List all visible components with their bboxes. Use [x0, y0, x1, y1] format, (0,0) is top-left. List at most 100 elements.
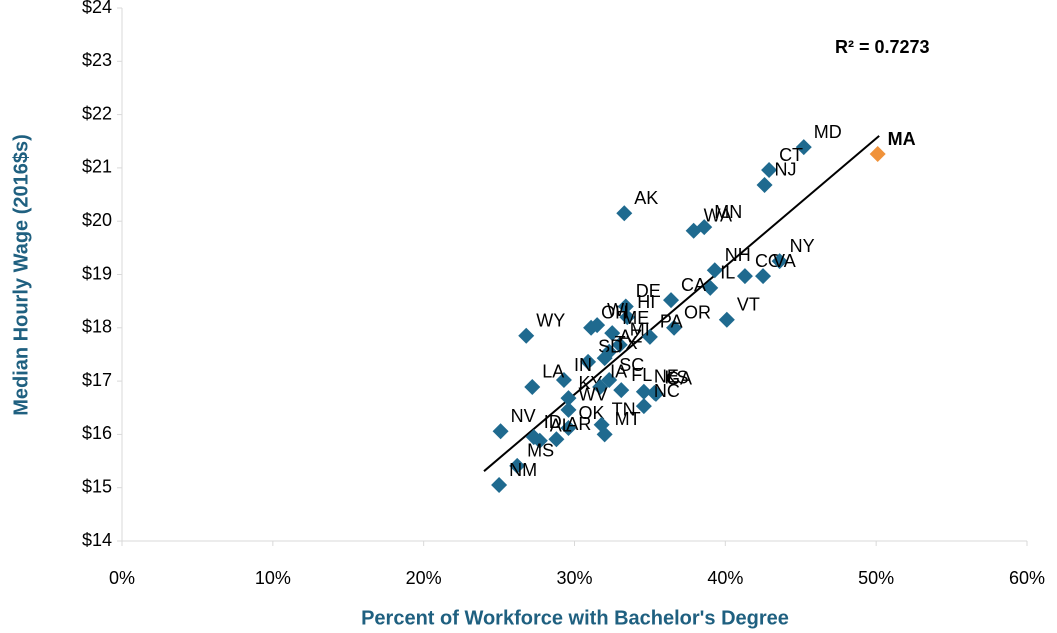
point-label: IA [610, 362, 627, 382]
point-label: MT [615, 409, 641, 429]
point [706, 262, 723, 279]
trendline [483, 135, 880, 472]
point-label: AK [634, 188, 658, 208]
point-label: ME [622, 308, 649, 328]
point-label: LA [542, 362, 564, 382]
point-label: PA [660, 312, 683, 332]
x-tick-label: 40% [707, 568, 743, 588]
point [617, 298, 634, 315]
point [771, 253, 788, 270]
point-label: CA [681, 275, 706, 295]
point-label: AR [566, 414, 591, 434]
point-label: MA [888, 129, 916, 149]
point [583, 319, 600, 336]
point [635, 383, 652, 400]
point [491, 477, 508, 494]
point [647, 385, 664, 402]
point [736, 268, 753, 285]
point [580, 353, 597, 370]
point [555, 372, 572, 389]
point [560, 390, 577, 407]
point-label: OH [601, 303, 628, 323]
y-tick-label: $21 [82, 157, 112, 177]
point [560, 401, 577, 418]
point-label: WY [536, 311, 565, 331]
y-tick-label: $19 [82, 263, 112, 283]
point-label: AZ [619, 327, 642, 347]
point-label: MS [527, 441, 554, 461]
point [666, 319, 683, 336]
y-axis-title: Median Hourly Wage (2016$s) [10, 134, 32, 416]
y-tick-label: $17 [82, 370, 112, 390]
point-label: FL [631, 365, 652, 385]
y-tick-label: $24 [82, 0, 112, 17]
point [616, 205, 633, 222]
point-label: NE [654, 367, 679, 387]
x-tick-label: 50% [858, 568, 894, 588]
point [761, 162, 778, 179]
y-tick-label: $16 [82, 423, 112, 443]
point [604, 325, 621, 342]
point [663, 292, 680, 309]
point-label: NY [790, 236, 815, 256]
point-label: DE [636, 281, 661, 301]
point-label: WV [578, 385, 607, 405]
point-label: MI [630, 320, 650, 340]
point-label: WA [704, 206, 732, 226]
point-label: ID [544, 412, 562, 432]
x-tick-label: 20% [406, 568, 442, 588]
point [756, 176, 773, 193]
y-tick-label: $18 [82, 317, 112, 337]
x-tick-label: 60% [1009, 568, 1045, 588]
point-label: TX [615, 333, 638, 353]
point [696, 219, 713, 236]
x-axis-title: Percent of Workforce with Bachelor's Deg… [361, 607, 789, 629]
point-label: CO [755, 251, 782, 271]
point [518, 327, 535, 344]
point-label: VT [737, 295, 760, 315]
y-tick-label: $20 [82, 210, 112, 230]
point [492, 423, 509, 440]
point-label: WI [607, 300, 629, 320]
point-label: NC [654, 381, 680, 401]
point [619, 309, 636, 326]
x-tick-label: 0% [109, 568, 135, 588]
point-label: SC [619, 355, 644, 375]
x-tick-label: 10% [255, 568, 291, 588]
point [531, 432, 548, 449]
point-label: IN [574, 355, 592, 375]
y-tick-label: $23 [82, 50, 112, 70]
point [641, 328, 658, 345]
point [509, 457, 526, 474]
point [611, 336, 628, 353]
y-tick-label: $14 [82, 530, 112, 550]
point-label: TN [612, 400, 636, 420]
x-tick-label: 30% [556, 568, 592, 588]
point [592, 378, 609, 395]
point-label: NV [511, 406, 536, 426]
point [702, 279, 719, 296]
point [596, 426, 613, 443]
point-label: GA [666, 369, 692, 389]
point-label: NJ [775, 160, 797, 180]
point [548, 431, 565, 448]
point-label: AL [550, 416, 572, 436]
y-tick-label: $22 [82, 103, 112, 123]
point [795, 139, 812, 156]
point [613, 382, 630, 399]
point-label: OR [684, 303, 711, 323]
point-label: KS [664, 368, 688, 388]
point-label: IL [720, 263, 735, 283]
point-label: HI [637, 292, 655, 312]
point-label: CT [779, 145, 803, 165]
point [596, 350, 613, 367]
point-label: OK [578, 403, 604, 423]
point-label: VA [773, 251, 796, 271]
point [560, 420, 577, 437]
point [635, 398, 652, 415]
point-label: MD [814, 122, 842, 142]
y-tick-label: $15 [82, 476, 112, 496]
point [755, 268, 772, 285]
point [718, 311, 735, 328]
